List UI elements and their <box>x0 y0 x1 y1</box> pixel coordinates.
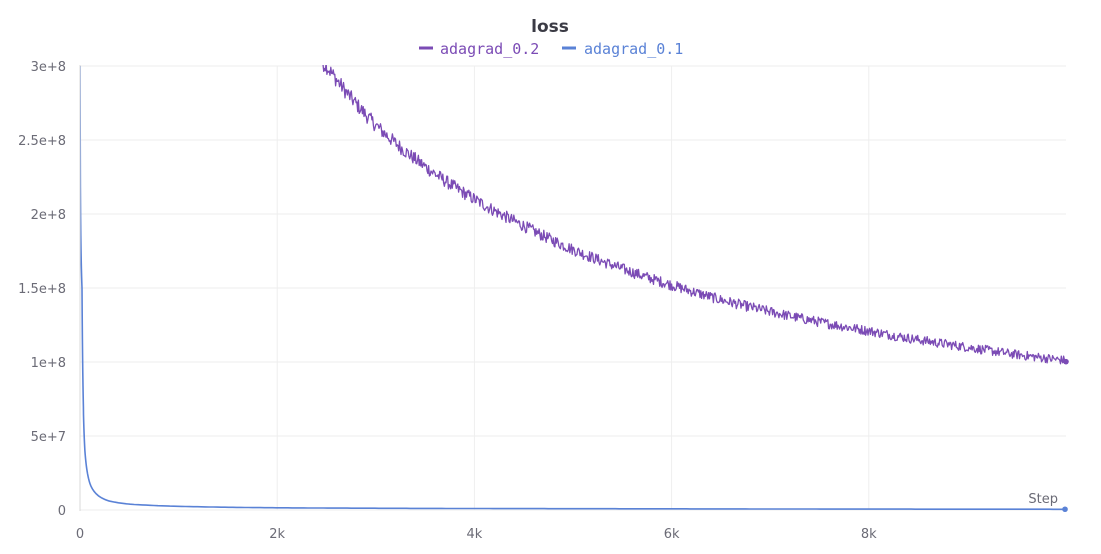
legend-item-adagrad-0-1[interactable]: adagrad_0.1 <box>562 40 683 58</box>
series-endpoints <box>1062 358 1069 513</box>
y-tick-label: 1e+8 <box>31 356 66 371</box>
series-line-adagrad-0-1 <box>80 65 1065 511</box>
chart-title: loss <box>531 17 569 37</box>
series-endpoint-adagrad-0-1 <box>1062 506 1068 513</box>
legend-label-adagrad-0-1: adagrad_0.1 <box>584 40 683 58</box>
x-tick-label: 6k <box>664 527 680 542</box>
y-tick-label: 3e+8 <box>31 60 66 75</box>
x-tick-label: 8k <box>861 527 877 542</box>
grid <box>79 65 1066 511</box>
legend-label-adagrad-0-2: adagrad_0.2 <box>440 40 539 58</box>
x-axis-label: Step <box>1028 492 1058 507</box>
legend-item-adagrad-0-2[interactable]: adagrad_0.2 <box>419 40 539 58</box>
y-axis-ticks: 0 5e+7 1e+8 1.5e+8 2e+8 2.5e+8 3e+8 <box>18 60 66 519</box>
x-tick-label: 0 <box>76 527 84 542</box>
y-tick-label: 1.5e+8 <box>18 282 66 297</box>
series-endpoint-adagrad-0-2 <box>1063 358 1069 365</box>
x-tick-label: 2k <box>269 527 285 542</box>
series-line-adagrad-0-2 <box>322 65 1067 365</box>
y-tick-label: 2e+8 <box>31 208 66 223</box>
y-tick-label: 2.5e+8 <box>18 134 66 149</box>
y-tick-label: 5e+7 <box>31 430 66 445</box>
legend: adagrad_0.2 adagrad_0.1 <box>419 40 683 58</box>
y-tick-label: 0 <box>58 504 66 519</box>
x-tick-label: 4k <box>466 527 482 542</box>
x-axis-ticks: 0 2k 4k 6k 8k <box>76 527 877 542</box>
series-layer <box>80 65 1067 511</box>
